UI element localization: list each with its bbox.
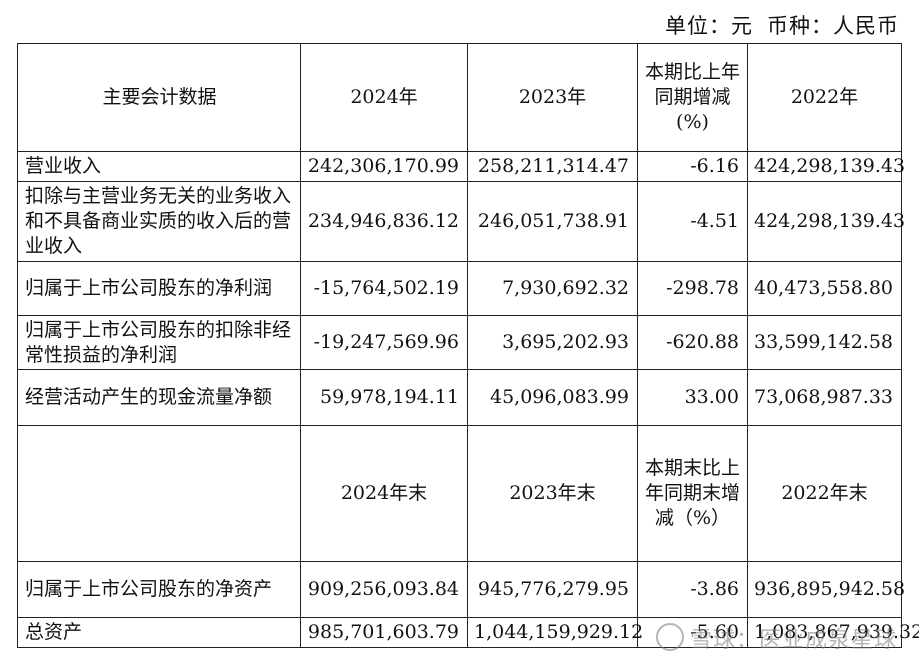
header-change: 本期比上年同期增减(%)	[637, 43, 748, 152]
row-item: 归属于上市公司股东的扣除非经常性损益的净利润	[17, 315, 301, 370]
table-header-row: 2024年末 2023年末 本期末比上年同期末增减（%） 2022年末	[17, 425, 902, 562]
row-change: -298.78	[637, 261, 748, 316]
row-item: 经营活动产生的现金流量净额	[17, 369, 301, 426]
unit-caption: 单位：元 币种：人民币	[651, 10, 899, 40]
row-2023: 246,051,738.91	[467, 181, 638, 262]
header-2023: 2023年	[467, 43, 638, 152]
header-2022: 2022年	[747, 43, 902, 152]
header-2022-end: 2022年末	[747, 425, 902, 562]
snowball-logo-icon	[655, 623, 684, 651]
unit-label: 单位：元	[665, 14, 753, 38]
table-header-row: 主要会计数据 2024年 2023年 本期比上年同期增减(%) 2022年	[17, 43, 902, 152]
row-item: 总资产	[17, 617, 301, 648]
row-item: 归属于上市公司股东的净利润	[17, 261, 301, 316]
row-2022: 1,083,867,939.32	[747, 617, 919, 648]
header-2024: 2024年	[300, 43, 468, 152]
row-2023: 7,930,692.32	[467, 261, 638, 316]
table-row: 总资产 985,701,603.79 1,044,159,929.12 -5.6…	[17, 617, 919, 648]
table-row: 归属于上市公司股东的净资产 909,256,093.84 945,776,279…	[17, 561, 905, 618]
row-2024: 242,306,170.99	[300, 151, 468, 182]
header-item	[17, 425, 301, 562]
row-2022: 424,298,139.43	[747, 151, 905, 182]
row-2024: 985,701,603.79	[300, 617, 468, 648]
row-2022: 424,298,139.43	[747, 181, 905, 262]
table-row: 经营活动产生的现金流量净额 59,978,194.11 45,096,083.9…	[17, 369, 902, 426]
row-item: 扣除与主营业务无关的业务收入和不具备商业实质的收入后的营业收入	[17, 181, 301, 262]
row-2022: 936,895,942.58	[747, 561, 905, 618]
row-2024: -19,247,569.96	[300, 315, 468, 370]
table-row: 扣除与主营业务无关的业务收入和不具备商业实质的收入后的营业收入 234,946,…	[17, 181, 905, 262]
row-change: -6.16	[637, 151, 748, 182]
header-change-end: 本期末比上年同期末增减（%）	[637, 425, 748, 562]
accounting-data-table: 主要会计数据 2024年 2023年 本期比上年同期增减(%) 2022年 营业…	[17, 43, 919, 648]
row-change: -3.86	[637, 561, 748, 618]
row-2023: 3,695,202.93	[467, 315, 638, 370]
row-2023: 45,096,083.99	[467, 369, 638, 426]
table-row: 归属于上市公司股东的净利润 -15,764,502.19 7,930,692.3…	[17, 261, 902, 316]
table-row: 营业收入 242,306,170.99 258,211,314.47 -6.16…	[17, 151, 905, 182]
header-item: 主要会计数据	[17, 43, 301, 152]
watermark-text: 雪球：医业成泉星球	[689, 628, 897, 653]
row-2024: 234,946,836.12	[300, 181, 468, 262]
currency-label: 币种：人民币	[767, 14, 899, 38]
table-row: 归属于上市公司股东的扣除非经常性损益的净利润 -19,247,569.96 3,…	[17, 315, 902, 370]
header-2024-end: 2024年末	[300, 425, 468, 562]
row-2022: 33,599,142.58	[747, 315, 902, 370]
row-2024: -15,764,502.19	[300, 261, 468, 316]
row-change: -5.60	[637, 617, 748, 648]
row-2023: 258,211,314.47	[467, 151, 638, 182]
row-change: -4.51	[637, 181, 748, 262]
row-change: -620.88	[637, 315, 748, 370]
header-2023-end: 2023年末	[467, 425, 638, 562]
row-item: 归属于上市公司股东的净资产	[17, 561, 301, 618]
row-change: 33.00	[637, 369, 748, 426]
row-2022: 73,068,987.33	[747, 369, 902, 426]
row-2023: 1,044,159,929.12	[467, 617, 643, 648]
watermark: 雪球：医业成泉星球	[655, 622, 897, 654]
row-2023: 945,776,279.95	[467, 561, 638, 618]
row-2024: 909,256,093.84	[300, 561, 468, 618]
row-2024: 59,978,194.11	[300, 369, 468, 426]
row-item: 营业收入	[17, 151, 301, 182]
row-2022: 40,473,558.80	[747, 261, 902, 316]
